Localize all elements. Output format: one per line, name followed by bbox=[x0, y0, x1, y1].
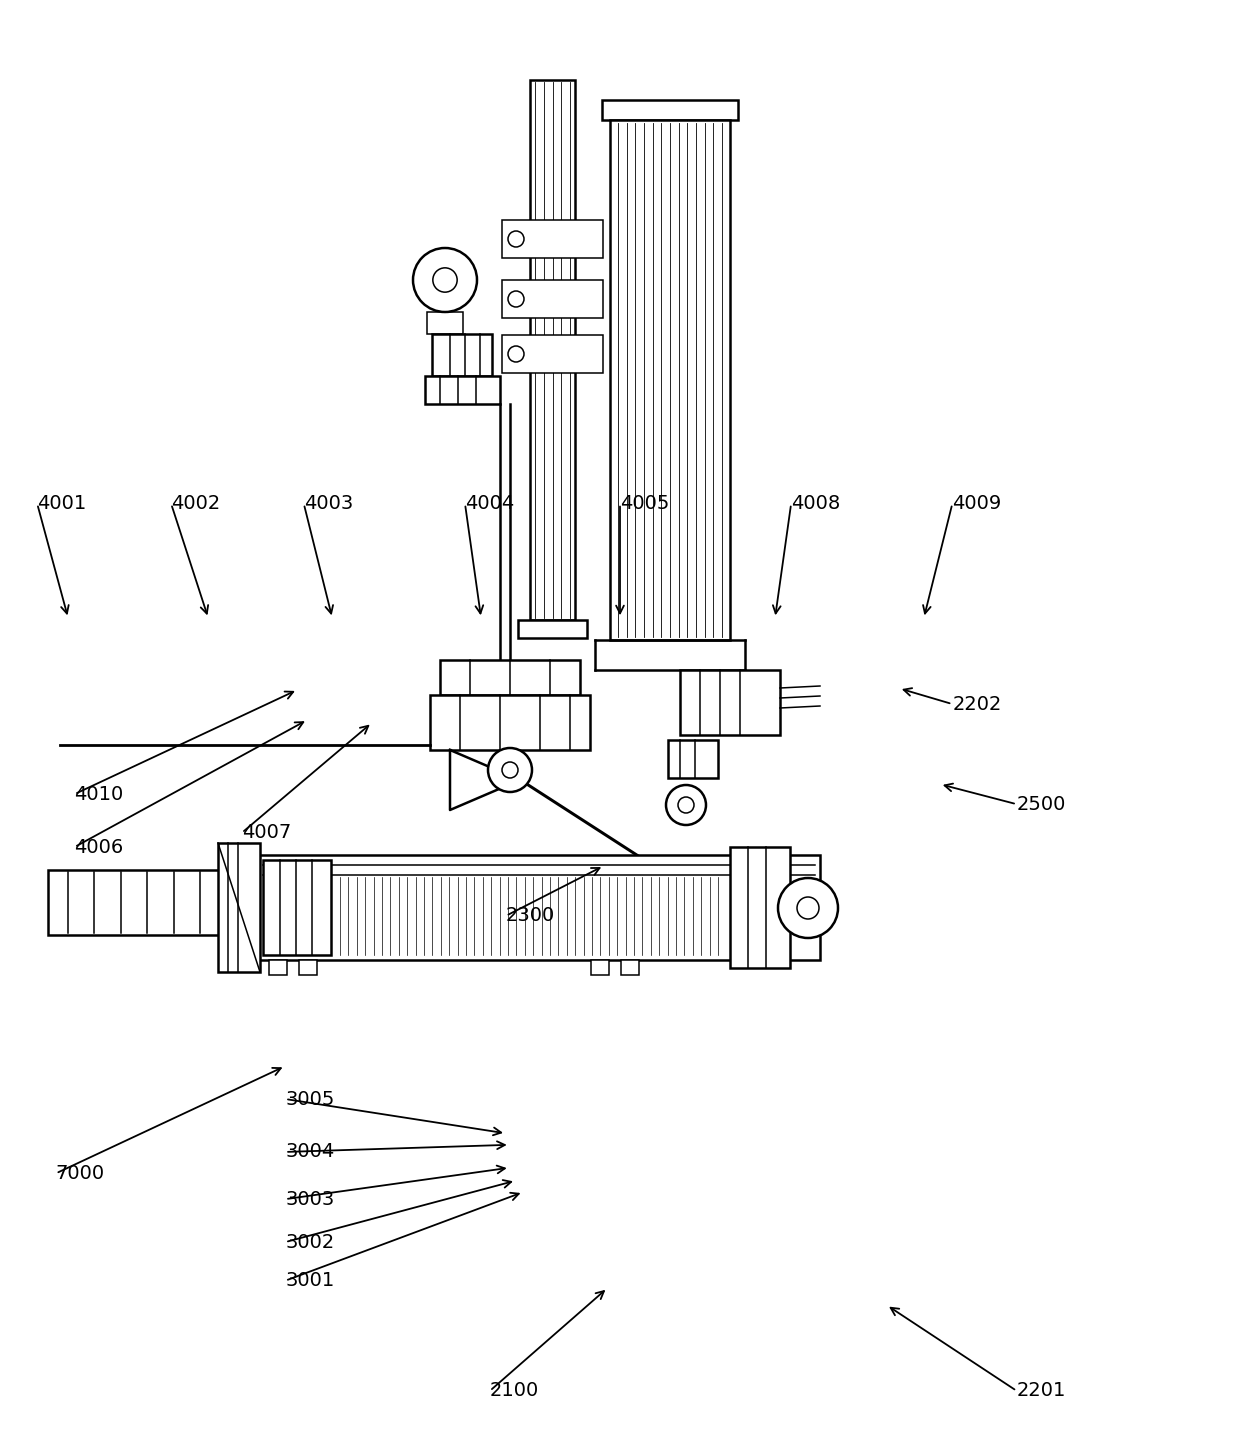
Text: 3003: 3003 bbox=[285, 1189, 335, 1209]
Bar bbox=[529, 80, 575, 620]
Bar bbox=[502, 280, 603, 318]
Text: 2201: 2201 bbox=[1017, 1381, 1066, 1401]
Text: 2500: 2500 bbox=[1017, 794, 1066, 814]
Text: 3002: 3002 bbox=[285, 1232, 335, 1252]
Text: 3004: 3004 bbox=[285, 1142, 335, 1162]
Bar bbox=[730, 847, 790, 967]
Text: 2300: 2300 bbox=[506, 906, 556, 926]
Bar bbox=[610, 120, 730, 640]
Bar bbox=[432, 333, 492, 376]
Bar bbox=[621, 960, 639, 975]
Bar bbox=[518, 620, 587, 638]
Circle shape bbox=[777, 879, 838, 937]
Circle shape bbox=[508, 230, 525, 248]
Bar bbox=[218, 843, 260, 972]
Text: 4006: 4006 bbox=[74, 837, 124, 857]
Bar bbox=[258, 854, 820, 960]
Bar bbox=[430, 695, 590, 750]
Circle shape bbox=[508, 346, 525, 362]
Circle shape bbox=[797, 897, 818, 919]
Text: 3005: 3005 bbox=[285, 1089, 335, 1109]
Bar bbox=[299, 960, 317, 975]
Circle shape bbox=[413, 248, 477, 312]
Circle shape bbox=[508, 290, 525, 308]
Text: 4002: 4002 bbox=[171, 494, 221, 514]
Text: 7000: 7000 bbox=[56, 1163, 105, 1183]
Text: 2202: 2202 bbox=[952, 694, 1002, 714]
Circle shape bbox=[489, 748, 532, 791]
Text: 4008: 4008 bbox=[791, 494, 841, 514]
Text: 4007: 4007 bbox=[242, 823, 291, 843]
Bar bbox=[680, 670, 780, 736]
Polygon shape bbox=[450, 750, 520, 810]
Text: 4003: 4003 bbox=[304, 494, 353, 514]
Circle shape bbox=[433, 268, 458, 292]
Text: 4010: 4010 bbox=[74, 784, 124, 804]
Bar bbox=[440, 660, 580, 695]
Text: 4009: 4009 bbox=[952, 494, 1002, 514]
Bar bbox=[601, 100, 738, 120]
Circle shape bbox=[666, 786, 706, 826]
Text: 4001: 4001 bbox=[37, 494, 87, 514]
Bar bbox=[219, 864, 242, 942]
Bar bbox=[48, 870, 219, 934]
Bar bbox=[425, 376, 500, 404]
Circle shape bbox=[502, 761, 518, 778]
Bar bbox=[263, 860, 331, 954]
Circle shape bbox=[678, 797, 694, 813]
Bar bbox=[427, 312, 463, 333]
Bar bbox=[502, 220, 603, 258]
Text: 4004: 4004 bbox=[465, 494, 515, 514]
Text: 2100: 2100 bbox=[490, 1381, 539, 1401]
Text: 3001: 3001 bbox=[285, 1271, 335, 1291]
Bar bbox=[502, 335, 603, 373]
Bar bbox=[591, 960, 609, 975]
Bar bbox=[668, 740, 718, 778]
Text: 4005: 4005 bbox=[620, 494, 670, 514]
Bar bbox=[269, 960, 286, 975]
